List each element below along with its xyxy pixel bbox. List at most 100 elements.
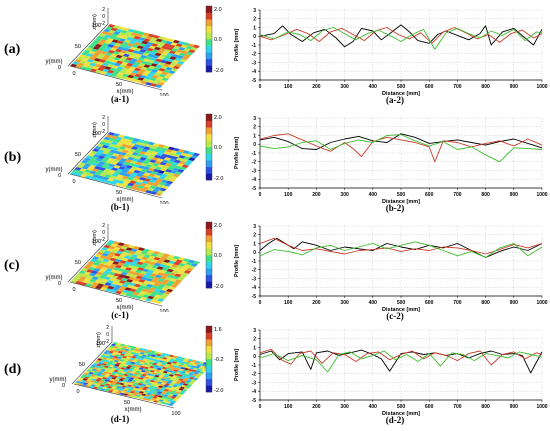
surface-cell: [146, 392, 152, 396]
surface-cell: [123, 387, 130, 391]
colorbar-swatch: [206, 114, 212, 121]
surface-cell: [173, 45, 181, 50]
surface-cell: [172, 394, 178, 398]
surface-cell: [187, 43, 195, 48]
surface-cell: [123, 167, 131, 171]
x-tick-label: 100: [284, 404, 293, 410]
profile-chart: 0 100 200 300 400 500 600 700 800 900 1000 3 2 1 0 -1 -2…: [222, 4, 550, 97]
surface-cell: [108, 384, 115, 387]
surface-cell: [144, 370, 150, 374]
y-tick-label: -4: [252, 389, 257, 395]
surface-cell: [96, 377, 103, 381]
y-tick-label: -4: [252, 285, 257, 291]
surface-cell: [163, 69, 171, 73]
surface-cell: [127, 136, 135, 141]
surface-cell: [133, 372, 140, 375]
colorbar-swatch: [206, 248, 212, 256]
surface-plot-svg: 050100100500-202x(mm)y(mm)z(mm)2.00.0-2.…: [46, 221, 223, 315]
surface-cell: [142, 78, 150, 82]
surface-cell: [147, 249, 155, 254]
surface-cell: [113, 389, 119, 392]
surface-cell: [89, 170, 97, 175]
surface-cell: [182, 389, 188, 392]
colorbar-swatch: [206, 255, 212, 262]
surface-cell: [93, 52, 101, 56]
surface-cell: [137, 247, 145, 251]
surface-cell: [121, 251, 129, 256]
surface-cell: [112, 287, 120, 291]
surface-cell: [96, 251, 104, 256]
surface-cell: [106, 372, 112, 375]
surface-cell: [122, 155, 130, 160]
x-tick-label: 700: [453, 300, 462, 306]
surface-cell: [121, 371, 127, 374]
surface-cell: [147, 396, 153, 400]
surface-cell: [142, 294, 150, 298]
surface-cell: [94, 254, 102, 258]
surface-cell: [89, 385, 95, 389]
x-tick-label: 600: [425, 84, 434, 90]
surface-cell: [126, 394, 133, 397]
surface-cell: [118, 172, 127, 176]
surface-cell: [144, 380, 150, 383]
surface-cell: [157, 352, 163, 355]
surface-cell: [90, 364, 97, 368]
surface-cell: [157, 62, 165, 66]
surface-cell: [149, 379, 155, 383]
surface-cell: [100, 368, 106, 372]
y-tick-label: -2: [252, 372, 257, 378]
surface-cell: [77, 278, 85, 283]
surface-cell: [92, 148, 100, 152]
surface-cell: [120, 55, 128, 60]
surface-cell: [120, 291, 128, 296]
surface-cell: [117, 380, 123, 383]
surface-cell: [151, 265, 159, 269]
surface-cell: [75, 380, 81, 384]
surface-cell: [180, 44, 188, 49]
surface-cell: [176, 375, 182, 379]
surface-cell: [134, 289, 142, 294]
surface-cell: [100, 287, 108, 291]
surface-cell: [134, 362, 140, 365]
surface-cell: [175, 391, 181, 394]
surface-cell: [145, 298, 153, 302]
x-tick-label: 500: [397, 404, 406, 410]
surface-cell: [90, 258, 98, 263]
surface-cell: [172, 384, 178, 388]
surface-cell: [103, 250, 112, 255]
surface-cell: [146, 383, 152, 386]
surface-cell: [170, 170, 178, 174]
surface-cell: [134, 356, 141, 360]
surface-cell: [140, 34, 148, 39]
surface-cell: [127, 369, 134, 372]
surface-cell: [120, 390, 127, 394]
surface-cell: [107, 265, 115, 270]
surface-cell: [116, 66, 124, 70]
surface-cell: [149, 375, 155, 379]
surface-cell: [135, 370, 141, 374]
surface-cell: [161, 261, 169, 266]
surface-cell: [134, 263, 142, 268]
surface-cell: [181, 266, 189, 271]
surface-cell: [74, 275, 82, 279]
surface-cell: [111, 255, 119, 259]
x-tick-label: 300: [340, 404, 349, 410]
surface-cell: [99, 173, 107, 177]
profile-series-line: [259, 241, 543, 258]
surface-cell: [185, 385, 191, 389]
surface-cell: [165, 169, 173, 173]
surface-cell: [181, 164, 189, 168]
surface-cell: [136, 355, 142, 358]
surface-cell: [170, 62, 178, 66]
surface-cell: [141, 383, 147, 387]
surface-cell: [107, 366, 113, 369]
surface-cell: [126, 284, 134, 289]
surface-cell: [161, 396, 167, 399]
surface-cell: [121, 385, 127, 388]
surface-cell: [195, 374, 202, 377]
surface-cell: [146, 67, 154, 72]
x-axis-label: x(mm): [117, 89, 134, 95]
surface-cell: [157, 144, 165, 148]
surface-cell: [117, 52, 125, 56]
surface-cell: [137, 77, 145, 81]
